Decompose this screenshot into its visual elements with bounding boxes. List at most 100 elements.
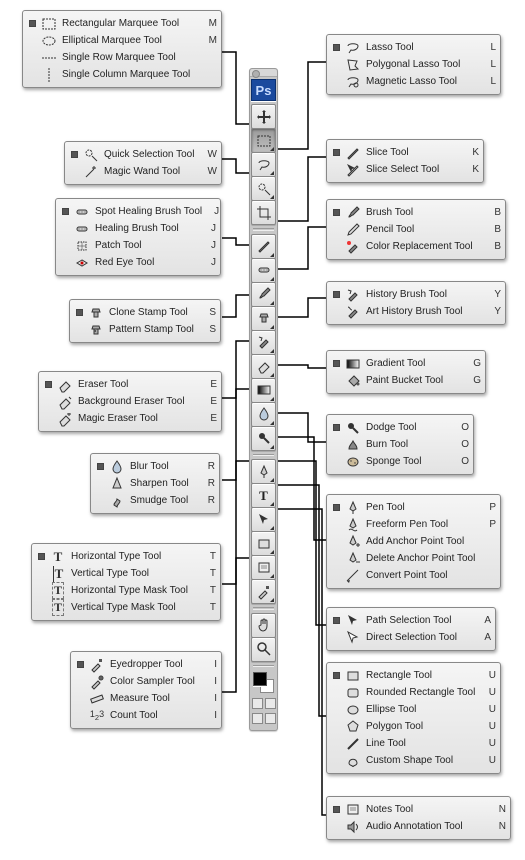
tool-history[interactable] (251, 330, 276, 355)
tool-slice[interactable] (251, 234, 276, 259)
tool-option-row[interactable]: Eyedropper ToolI (77, 656, 217, 673)
tool-option-row[interactable]: Paint Bucket ToolG (333, 372, 481, 389)
tool-option-row[interactable]: Color Sampler ToolI (77, 673, 217, 690)
tool-option-row[interactable]: Custom Shape ToolU (333, 752, 496, 769)
tool-option-row[interactable]: History Brush ToolY (333, 286, 501, 303)
clone-icon (88, 306, 104, 320)
tool-option-row[interactable]: 123Count ToolI (77, 707, 217, 724)
toolbox-header[interactable] (250, 69, 277, 77)
tool-option-row[interactable]: THorizontal Type Mask ToolT (38, 582, 216, 599)
tool-option-row[interactable]: TVertical Type Mask ToolT (38, 599, 216, 616)
foreground-swatch[interactable] (253, 672, 267, 686)
screen-mode-standard[interactable] (252, 713, 263, 724)
tool-option-row[interactable]: Quick Selection ToolW (71, 146, 217, 163)
tool-option-row[interactable]: Lasso ToolL (333, 39, 496, 56)
tool-option-row[interactable]: Elliptical Marquee ToolM (29, 32, 217, 49)
tool-option-row[interactable]: TVertical Type ToolT (38, 565, 216, 582)
tool-label: Single Row Marquee Tool (62, 52, 200, 63)
shortcut-key: T (204, 602, 216, 613)
tool-option-row[interactable]: Healing Brush ToolJ (62, 220, 216, 237)
tool-option-row[interactable]: Notes ToolN (333, 801, 506, 818)
tool-move[interactable] (251, 104, 276, 129)
tool-gradient[interactable] (251, 378, 276, 403)
tool-label: Red Eye Tool (95, 257, 199, 268)
tool-option-row[interactable]: Gradient ToolG (333, 355, 481, 372)
tool-option-row[interactable]: Spot Healing Brush ToolJ (62, 203, 216, 220)
tool-label: History Brush Tool (366, 289, 484, 300)
tool-option-row[interactable]: Audio Annotation ToolN (333, 818, 506, 835)
tool-option-row[interactable]: Sponge ToolO (333, 453, 469, 470)
tool-option-row[interactable]: Rectangle ToolU (333, 667, 496, 684)
tool-option-row[interactable]: Path Selection ToolA (333, 612, 491, 629)
tool-quick-sel[interactable] (251, 176, 276, 201)
tool-option-row[interactable]: Pattern Stamp ToolS (76, 321, 216, 338)
tool-label: Measure Tool (110, 693, 200, 704)
tool-shape[interactable] (251, 531, 276, 556)
shortcut-key: E (205, 396, 217, 407)
tool-option-row[interactable]: Pencil ToolB (333, 221, 501, 238)
tool-option-row[interactable]: Pen ToolP (333, 499, 496, 516)
tool-label: Sharpen Tool (130, 478, 198, 489)
tool-option-row[interactable]: Blur ToolR (97, 458, 215, 475)
tool-option-row[interactable]: Convert Point Tool (333, 567, 496, 584)
tool-option-row[interactable]: Eraser ToolE (45, 376, 217, 393)
tool-clone[interactable] (251, 306, 276, 331)
tool-option-row[interactable]: Background Eraser ToolE (45, 393, 217, 410)
tool-dodge[interactable] (251, 426, 276, 451)
tool-crop[interactable] (251, 200, 276, 225)
tool-option-row[interactable]: Direct Selection ToolA (333, 629, 491, 646)
tool-option-row[interactable]: Patch ToolJ (62, 237, 216, 254)
tool-hand[interactable] (251, 613, 276, 638)
tool-option-row[interactable]: THorizontal Type ToolT (38, 548, 216, 565)
tool-brush[interactable] (251, 282, 276, 307)
smudge-icon (109, 494, 125, 508)
mask-mode-row (251, 698, 276, 709)
ellipse-icon (345, 703, 361, 717)
tool-lasso[interactable] (251, 152, 276, 177)
tool-option-row[interactable]: Delete Anchor Point Tool (333, 550, 496, 567)
tool-option-row[interactable]: Single Row Marquee Tool (29, 49, 217, 66)
tool-pen[interactable] (251, 459, 276, 484)
tool-option-row[interactable]: Measure ToolI (77, 690, 217, 707)
screen-mode-full[interactable] (265, 713, 276, 724)
tool-option-row[interactable]: Single Column Marquee Tool (29, 66, 217, 83)
tool-option-row[interactable]: Dodge ToolO (333, 419, 469, 436)
tool-path-sel[interactable] (251, 507, 276, 532)
tool-marquee[interactable] (251, 128, 276, 153)
tool-option-row[interactable]: Add Anchor Point Tool (333, 533, 496, 550)
tool-option-row[interactable]: Slice Select ToolK (333, 161, 479, 178)
tool-option-row[interactable]: Magic Wand ToolW (71, 163, 217, 180)
tool-option-row[interactable]: Line ToolU (333, 735, 496, 752)
tool-eyedrop[interactable] (251, 579, 276, 604)
tool-type[interactable]: T (251, 483, 276, 508)
tool-notes[interactable] (251, 555, 276, 580)
tool-option-row[interactable]: Burn ToolO (333, 436, 469, 453)
tool-zoom[interactable] (251, 637, 276, 662)
round-rect-icon (345, 686, 361, 700)
quickmask-mode-button[interactable] (265, 698, 276, 709)
color-swatches[interactable] (251, 670, 276, 695)
tool-option-row[interactable]: Color Replacement ToolB (333, 238, 501, 255)
tool-option-row[interactable]: Smudge ToolR (97, 492, 215, 509)
tool-option-row[interactable]: Polygon ToolU (333, 718, 496, 735)
tool-option-row[interactable]: Magnetic Lasso ToolL (333, 73, 496, 90)
tool-option-row[interactable]: Slice ToolK (333, 144, 479, 161)
tool-option-row[interactable]: Ellipse ToolU (333, 701, 496, 718)
eraser-icon (57, 378, 73, 392)
tool-option-row[interactable]: Polygonal Lasso ToolL (333, 56, 496, 73)
standard-mode-button[interactable] (252, 698, 263, 709)
tool-option-row[interactable]: Rectangular Marquee ToolM (29, 15, 217, 32)
tool-option-row[interactable]: Clone Stamp ToolS (76, 304, 216, 321)
tool-option-row[interactable]: Freeform Pen ToolP (333, 516, 496, 533)
tool-blur[interactable] (251, 402, 276, 427)
tool-option-row[interactable]: Brush ToolB (333, 204, 501, 221)
spot-heal-icon (74, 205, 90, 219)
tool-option-row[interactable]: Red Eye ToolJ (62, 254, 216, 271)
tool-option-row[interactable]: Magic Eraser ToolE (45, 410, 217, 427)
tool-option-row[interactable]: Sharpen ToolR (97, 475, 215, 492)
tool-heal[interactable] (251, 258, 276, 283)
art-history-icon (345, 305, 361, 319)
tool-option-row[interactable]: Rounded Rectangle ToolU (333, 684, 496, 701)
tool-option-row[interactable]: Art History Brush ToolY (333, 303, 501, 320)
tool-eraser[interactable] (251, 354, 276, 379)
